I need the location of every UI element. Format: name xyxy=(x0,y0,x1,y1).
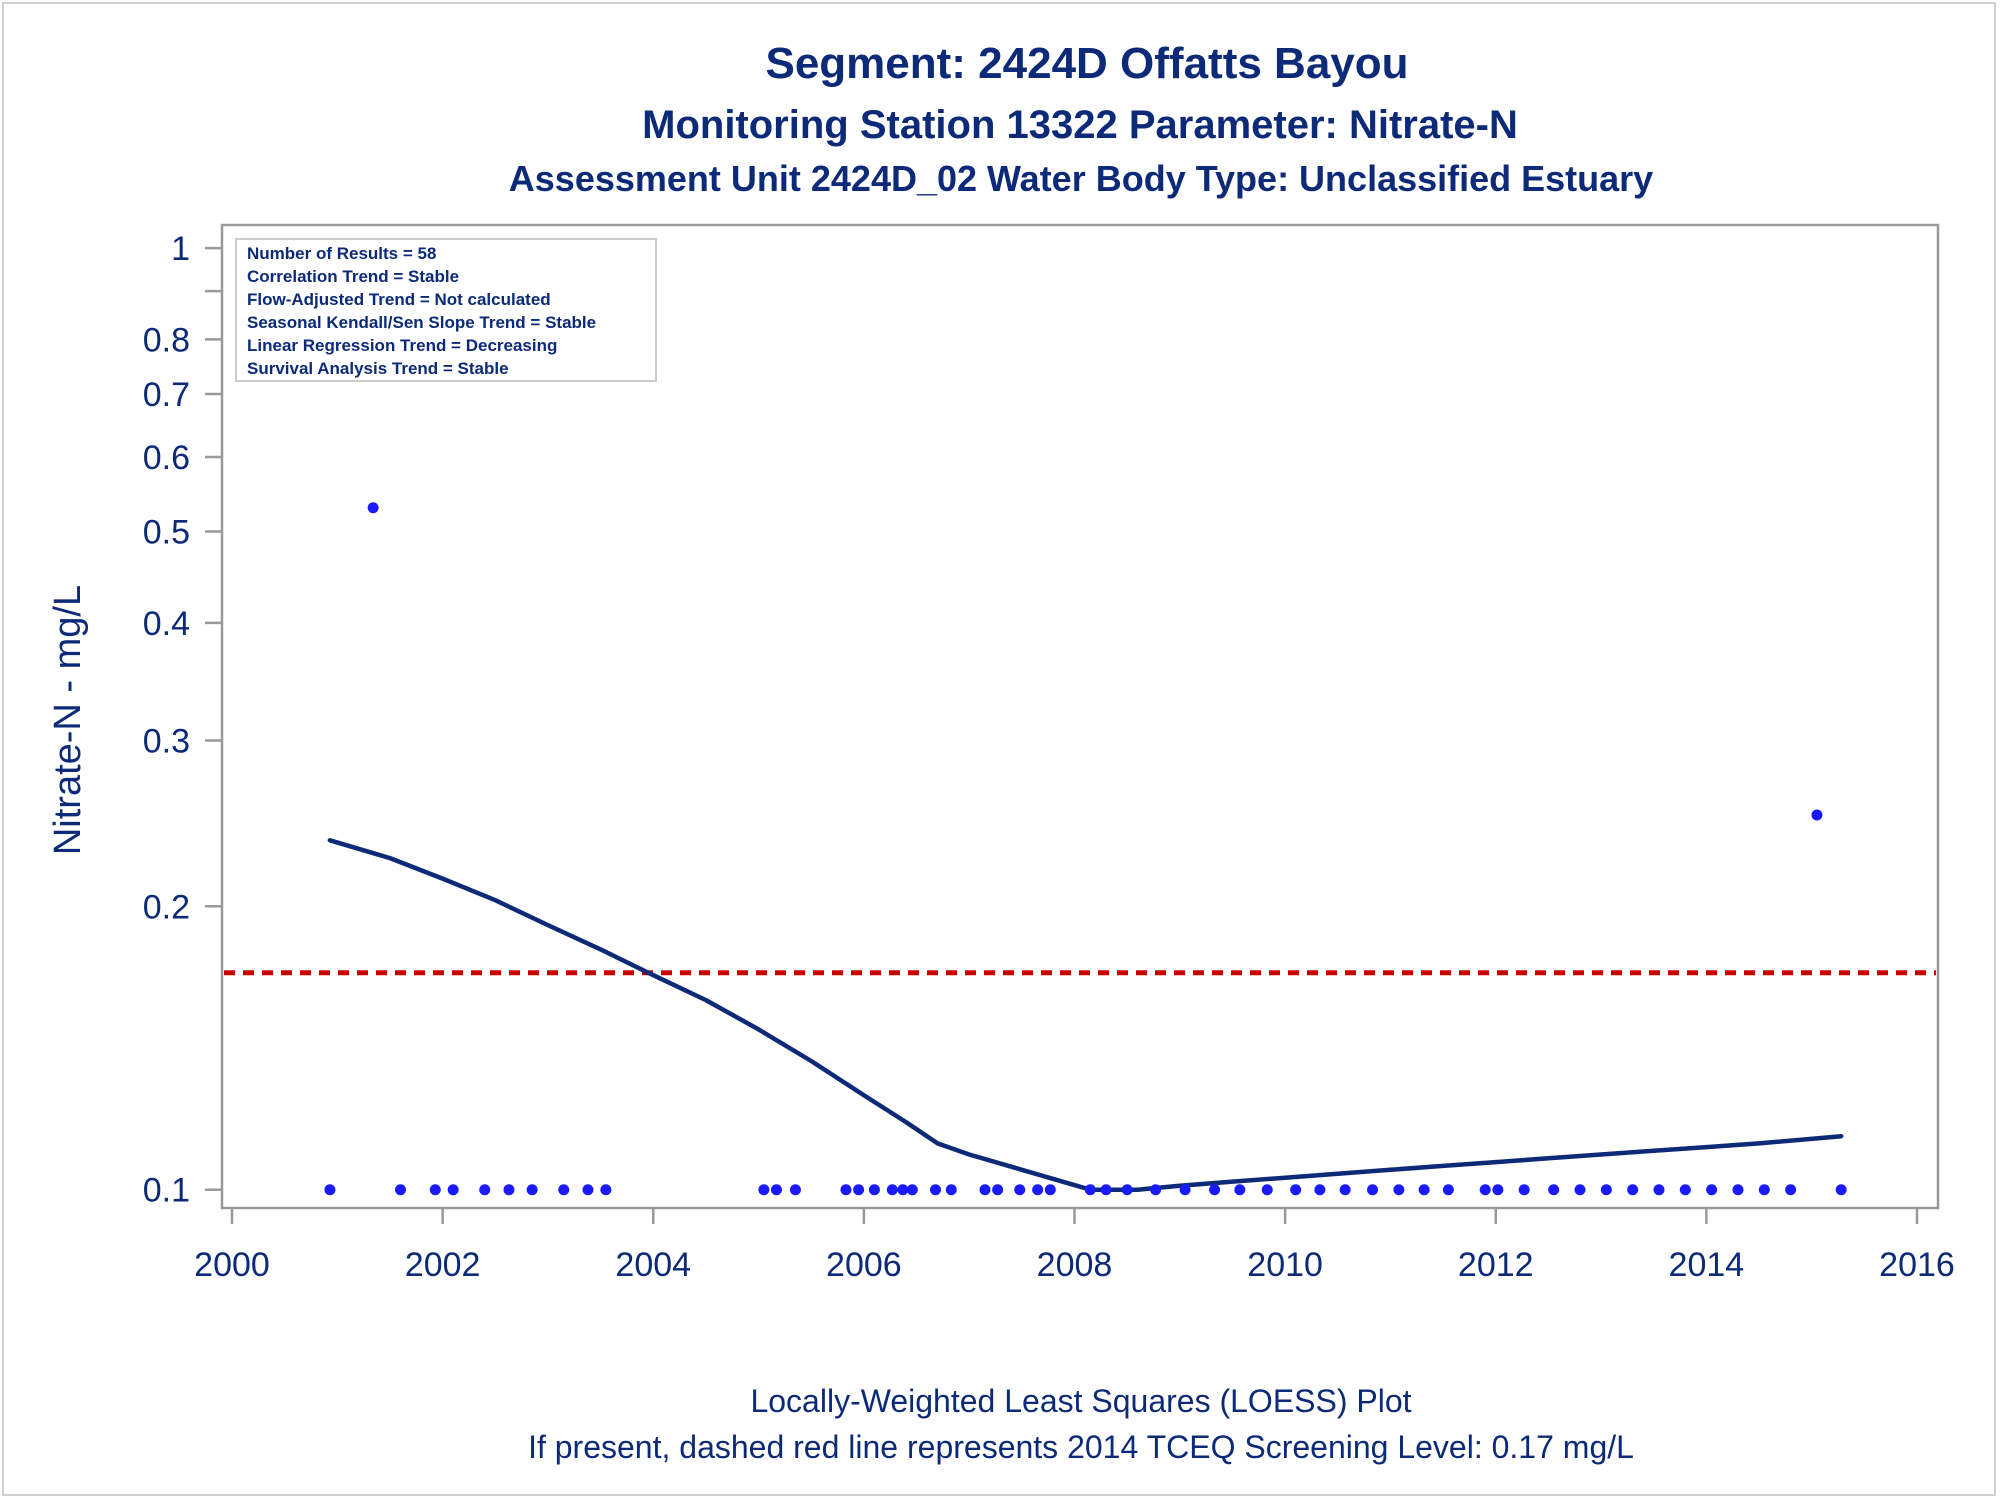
data-point xyxy=(600,1184,612,1196)
data-point xyxy=(1600,1184,1612,1196)
x-tick-label: 2010 xyxy=(1247,1246,1323,1284)
data-point xyxy=(1100,1184,1112,1196)
data-point xyxy=(1627,1184,1639,1196)
data-point xyxy=(1835,1184,1847,1196)
data-point xyxy=(906,1184,918,1196)
data-point xyxy=(1442,1184,1454,1196)
data-point xyxy=(429,1184,441,1196)
data-point xyxy=(1811,809,1823,821)
x-tick-label: 2002 xyxy=(405,1246,481,1284)
data-point xyxy=(447,1184,459,1196)
data-point xyxy=(853,1184,865,1196)
data-point xyxy=(1785,1184,1797,1196)
data-point xyxy=(1179,1184,1191,1196)
stat-seasonal-kendall-trend: Seasonal Kendall/Sen Slope Trend = Stabl… xyxy=(247,313,596,332)
footnote-loess: Locally-Weighted Least Squares (LOESS) P… xyxy=(750,1383,1411,1419)
data-point xyxy=(582,1184,594,1196)
stats-box: Number of Results = 58 Correlation Trend… xyxy=(235,238,657,382)
y-tick-label: 0.6 xyxy=(143,439,190,477)
data-point xyxy=(1121,1184,1133,1196)
data-point xyxy=(1679,1184,1691,1196)
data-point xyxy=(526,1184,538,1196)
data-point xyxy=(1492,1184,1504,1196)
data-point xyxy=(992,1184,1004,1196)
y-tick-label: 0.3 xyxy=(143,722,190,760)
data-point xyxy=(1150,1184,1162,1196)
data-point xyxy=(1758,1184,1770,1196)
chart-subtitle-station: Monitoring Station 13322 Parameter: Nitr… xyxy=(642,103,1518,147)
data-point xyxy=(897,1184,909,1196)
data-point xyxy=(840,1184,852,1196)
data-point xyxy=(1706,1184,1718,1196)
chart-subtitle-assessment: Assessment Unit 2424D_02 Water Body Type… xyxy=(509,158,1653,199)
data-point xyxy=(1418,1184,1430,1196)
loess-curve xyxy=(327,838,1844,1192)
footnote-screening-level: If present, dashed red line represents 2… xyxy=(528,1429,1634,1465)
data-point xyxy=(1367,1184,1379,1196)
data-point xyxy=(1339,1184,1351,1196)
data-point xyxy=(395,1184,406,1196)
data-point xyxy=(789,1184,801,1196)
y-tick-label: 0.4 xyxy=(143,605,190,643)
stats-box-border xyxy=(235,238,657,382)
data-point xyxy=(1653,1184,1665,1196)
loess-layer xyxy=(327,838,1844,1192)
stat-linear-regression-trend: Linear Regression Trend = Decreasing xyxy=(247,336,557,355)
y-tick-label: 0.8 xyxy=(143,321,190,359)
data-point xyxy=(868,1184,880,1196)
data-point xyxy=(886,1184,898,1196)
data-point xyxy=(1084,1184,1096,1196)
data-point xyxy=(479,1184,491,1196)
data-point xyxy=(929,1184,941,1196)
data-point xyxy=(758,1184,770,1196)
data-point xyxy=(324,1184,336,1196)
x-tick-label: 2006 xyxy=(826,1246,902,1284)
data-point xyxy=(503,1184,515,1196)
stat-number-of-results: Number of Results = 58 xyxy=(247,244,436,263)
y-tick-label: 0.2 xyxy=(143,888,190,926)
data-point xyxy=(1574,1184,1586,1196)
data-point xyxy=(1261,1184,1273,1196)
x-tick-label: 2014 xyxy=(1669,1246,1745,1284)
data-point xyxy=(1732,1184,1744,1196)
data-point xyxy=(1518,1184,1530,1196)
data-point xyxy=(558,1184,570,1196)
data-point xyxy=(945,1184,957,1196)
y-axis: 0.1 0.2 0.3 0.4 0.5 0.6 0.7 0.8 1 xyxy=(143,230,222,1210)
y-tick-label: 0.5 xyxy=(143,514,190,552)
x-tick-label: 2004 xyxy=(615,1246,691,1284)
y-tick-label: 0.1 xyxy=(143,1172,190,1210)
data-point xyxy=(1290,1184,1302,1196)
y-tick-label: 0.7 xyxy=(143,376,190,414)
x-tick-label: 2012 xyxy=(1458,1246,1534,1284)
x-tick-label: 2000 xyxy=(194,1246,270,1284)
chart-title: Segment: 2424D Offatts Bayou xyxy=(765,39,1408,88)
data-point xyxy=(1032,1184,1044,1196)
data-points-layer xyxy=(324,242,1847,1196)
data-point xyxy=(770,1184,782,1196)
y-axis-label: Nitrate-N - mg/L xyxy=(47,585,89,855)
data-point xyxy=(367,502,379,514)
plot-area xyxy=(220,223,1940,1210)
stat-flow-adjusted-trend: Flow-Adjusted Trend = Not calculated xyxy=(247,290,551,309)
data-point xyxy=(1234,1184,1246,1196)
x-axis: 2000 2002 2004 2006 2008 2010 2012 2014 2016 xyxy=(194,1208,1955,1284)
data-point xyxy=(1479,1184,1491,1196)
data-point xyxy=(1044,1184,1056,1196)
data-point xyxy=(1548,1184,1560,1196)
data-point xyxy=(1393,1184,1405,1196)
x-tick-label: 2016 xyxy=(1879,1246,1955,1284)
data-point xyxy=(1014,1184,1026,1196)
data-point xyxy=(1314,1184,1326,1196)
data-point xyxy=(979,1184,991,1196)
x-tick-label: 2008 xyxy=(1037,1246,1113,1284)
y-tick-label: 1 xyxy=(171,230,190,268)
data-point xyxy=(1209,1184,1221,1196)
stat-survival-analysis-trend: Survival Analysis Trend = Stable xyxy=(247,359,509,378)
stat-correlation-trend: Correlation Trend = Stable xyxy=(247,267,459,286)
